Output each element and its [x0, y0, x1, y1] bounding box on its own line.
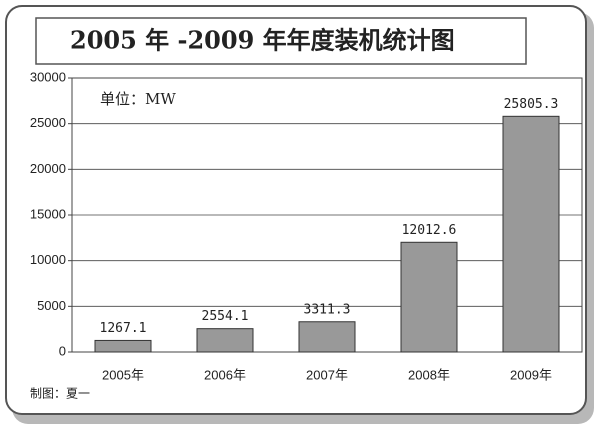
x-tick-label: 2009年 [510, 367, 552, 382]
title-box [35, 17, 527, 65]
bar [298, 321, 356, 353]
y-tick-label: 25000 [30, 115, 66, 130]
footer: 制图：夏一 [30, 387, 90, 401]
y-tick-label: 0 [59, 343, 66, 358]
annotation: 单位：MW [100, 90, 176, 108]
value-label: 1267.1 [100, 321, 147, 336]
x-tick-label: 2005年 [102, 367, 144, 382]
y-tick-label: 30000 [30, 69, 66, 84]
y-tick-label: 20000 [30, 161, 66, 176]
value-label: 12012.6 [402, 223, 457, 238]
x-tick-label: 2007年 [306, 367, 348, 382]
value-label: 3311.3 [304, 302, 351, 317]
chart-title: 2005 年 -2009 年年度装机统计图 [70, 26, 455, 55]
y-tick-label: 15000 [30, 206, 66, 221]
value-label: 2554.1 [202, 309, 249, 324]
y-tick-label: 5000 [37, 298, 66, 313]
bar [94, 339, 152, 353]
y-tick-label: 10000 [30, 252, 66, 267]
x-tick-label: 2006年 [204, 367, 246, 382]
value-label: 25805.3 [504, 97, 559, 112]
x-tick-label: 2008年 [408, 367, 450, 382]
bar [502, 115, 560, 353]
bar [400, 241, 458, 353]
bar [196, 328, 254, 353]
